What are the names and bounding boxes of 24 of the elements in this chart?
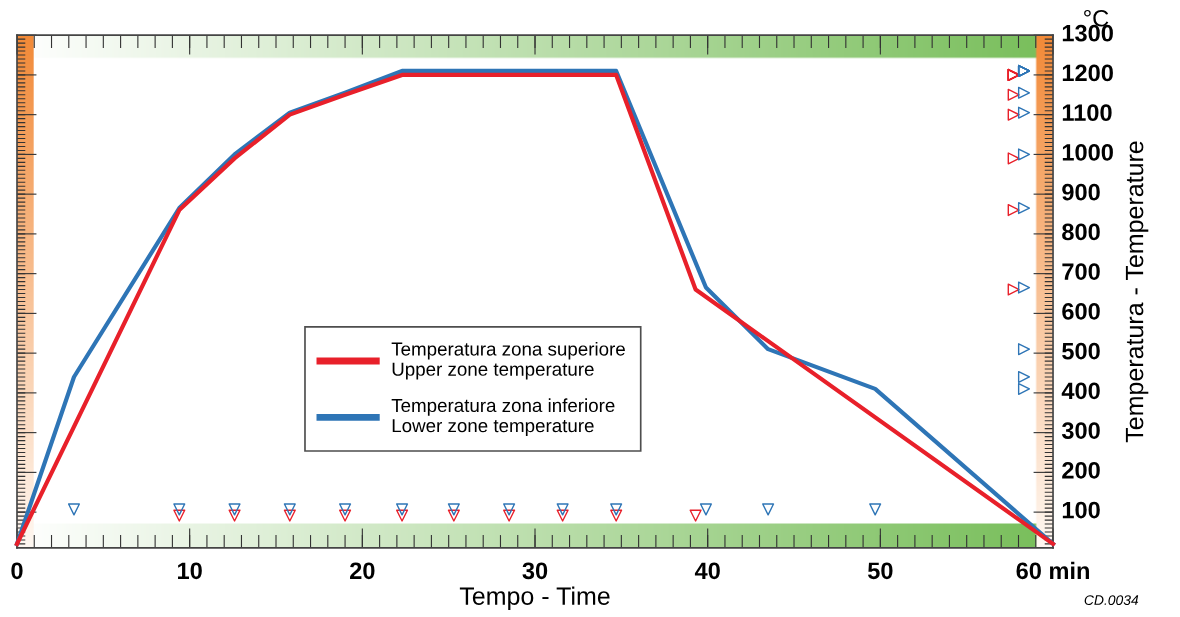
x-tick-label: 10	[178, 562, 202, 580]
y-tick-label: 1100	[1062, 104, 1112, 121]
y-tick-label: 800	[1062, 223, 1100, 241]
x-tick-label: 50	[867, 562, 893, 580]
y-tick-label: 500	[1062, 342, 1100, 360]
y-tick-label: 300	[1061, 422, 1100, 439]
x-tick-label: 60 min	[1016, 561, 1089, 580]
y-tick-label: 1000	[1062, 144, 1113, 161]
x-tick-label: 0	[11, 562, 23, 580]
x-tick-label: 20	[350, 562, 375, 580]
y-tick-label: 200	[1062, 462, 1100, 479]
x-tick-label: 40	[694, 562, 720, 580]
x-tick-label: 30	[522, 562, 548, 580]
y-tick-label: 1200	[1062, 64, 1113, 82]
y-tick-label: 600	[1062, 303, 1100, 320]
legend-label: Temperatura zona inferiore Lower zone temperature	[391, 398, 615, 436]
legend-label: Temperatura zona superiore Upper zone temperature	[391, 341, 625, 380]
text: CD.0034	[1084, 595, 1139, 605]
y-tick-label: 400	[1061, 382, 1100, 400]
x-axis-title: Tempo - Time	[459, 586, 610, 610]
y-tick-label: 100	[1062, 501, 1100, 519]
y-axis-title: Temperatura - Temperature	[1125, 141, 1149, 443]
y-tick-label: 900	[1062, 183, 1100, 201]
y-tick-label: 700	[1062, 263, 1100, 280]
